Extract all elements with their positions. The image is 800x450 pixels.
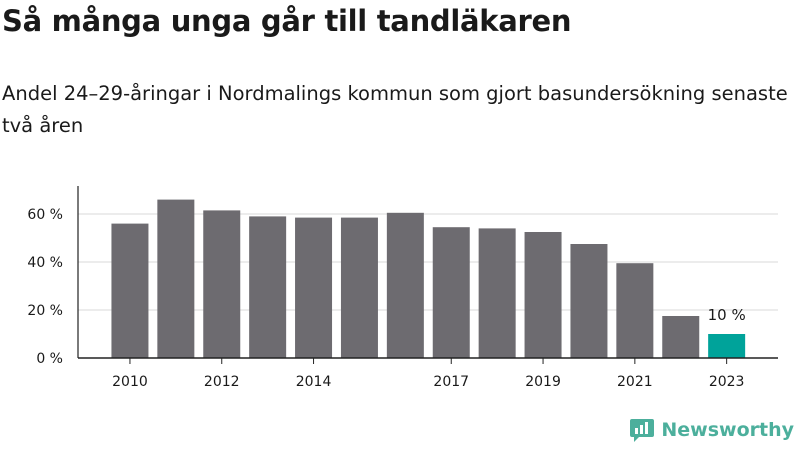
x-tick-label: 2014 [296,374,332,390]
bar-2013 [249,216,287,358]
y-tick-label: 20 % [27,303,63,319]
bar-2017 [432,227,470,358]
data-label: 10 % [708,306,746,324]
x-tick-label: 2010 [112,374,148,390]
y-tick-label: 60 % [27,207,63,223]
bar-2015 [340,217,378,358]
x-tick-label: 2021 [617,374,653,390]
x-tick-label: 2023 [709,374,745,390]
chart-title: Så många unga går till tandläkaren [2,4,572,38]
x-tick-label: 2019 [525,374,561,390]
bar-2016 [386,212,424,358]
bar-2010 [111,223,149,358]
bar-2019 [524,232,562,358]
bar-2014 [295,217,333,358]
bar-2011 [157,199,195,358]
newsworthy-logo: Newsworthy [629,416,794,444]
y-tick-label: 0 % [36,351,63,367]
newsworthy-logo-text: Newsworthy [661,419,794,441]
chart-subtitle: Andel 24–29-åringar i Nordmalings kommun… [2,82,788,137]
bar-2023 [708,334,746,358]
newsworthy-logo-icon [630,419,655,442]
y-tick-label: 40 % [27,255,63,271]
x-tick-label: 2012 [204,374,240,390]
bar-2021 [616,263,654,358]
bar-2020 [570,244,608,358]
bar-2018 [478,228,516,358]
bar-2012 [203,210,241,358]
bar-2022 [662,316,700,358]
x-tick-label: 2017 [433,374,469,390]
